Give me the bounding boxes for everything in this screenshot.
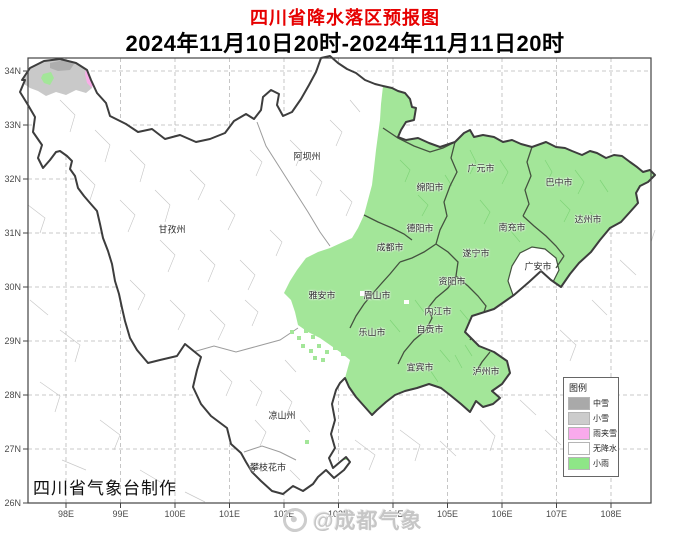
lat-tick-label: 29N bbox=[4, 336, 21, 346]
prefecture-lines-west bbox=[192, 121, 331, 461]
watermark: @成都气象 bbox=[280, 505, 423, 535]
legend-color-chip bbox=[568, 427, 590, 440]
city-label: 巴中市 bbox=[545, 177, 573, 188]
legend-item: 雨夹雪 bbox=[568, 427, 617, 440]
lon-tick-label: 105E bbox=[436, 509, 459, 519]
lon-tick-label: 101E bbox=[218, 509, 241, 519]
legend-item-label: 无降水 bbox=[593, 444, 617, 453]
city-label: 成都市 bbox=[376, 242, 404, 253]
rain-speckles bbox=[290, 322, 349, 460]
legend-item-label: 小雨 bbox=[593, 459, 609, 468]
legend-item-label: 雨夹雪 bbox=[593, 429, 617, 438]
city-label: 遂宁市 bbox=[462, 248, 490, 259]
legend-title: 图例 bbox=[569, 383, 588, 393]
county-lines-west bbox=[59, 99, 361, 481]
lat-tick-label: 26N bbox=[4, 498, 21, 508]
legend-color-chip bbox=[568, 442, 590, 455]
page-title: 四川省降水落区预报图 bbox=[250, 8, 440, 28]
city-label: 乐山市 bbox=[358, 327, 386, 338]
lat-tick-label: 31N bbox=[4, 228, 21, 238]
lon-tick-label: 108E bbox=[600, 509, 622, 519]
moderate-snow-patch bbox=[50, 60, 74, 71]
legend-item-label: 中雪 bbox=[593, 399, 609, 408]
legend-color-chip bbox=[568, 412, 590, 425]
lon-tick-label: 99E bbox=[112, 509, 129, 519]
city-label: 甘孜州 bbox=[158, 224, 186, 235]
city-label: 绵阳市 bbox=[416, 182, 444, 193]
city-label: 攀枝花市 bbox=[249, 462, 287, 473]
city-label: 广元市 bbox=[467, 163, 495, 174]
legend-item: 无降水 bbox=[568, 442, 617, 455]
city-label: 资阳市 bbox=[438, 276, 466, 287]
lon-tick-label: 107E bbox=[545, 509, 568, 519]
lat-tick-label: 27N bbox=[4, 444, 21, 454]
city-label: 南充市 bbox=[498, 222, 526, 233]
city-label: 达州市 bbox=[574, 214, 602, 225]
map-frame bbox=[27, 57, 652, 504]
producer-credit: 四川省气象台制作 bbox=[33, 479, 177, 498]
legend-item-label: 小雪 bbox=[593, 414, 609, 423]
rain-speck-nw bbox=[41, 72, 54, 85]
valid-period: 2024年11月10日20时-2024年11月11日20时 bbox=[125, 31, 565, 56]
lon-tick-label: 103E bbox=[327, 509, 350, 519]
lat-tick-label: 33N bbox=[4, 120, 21, 130]
city-label: 德阳市 bbox=[406, 223, 434, 234]
lon-tick-label: 100E bbox=[164, 509, 186, 519]
city-label: 宜宾市 bbox=[406, 362, 434, 373]
city-label: 广安市 bbox=[524, 261, 552, 272]
neighbour-boundaries bbox=[27, 197, 656, 503]
legend-item: 小雨 bbox=[568, 457, 615, 470]
lat-tick-label: 28N bbox=[4, 390, 21, 400]
legend-color-chip bbox=[568, 397, 590, 410]
legend-item: 小雪 bbox=[568, 412, 615, 425]
city-label: 泸州市 bbox=[472, 366, 500, 377]
city-label: 内江市 bbox=[424, 306, 452, 317]
weibo-icon bbox=[280, 505, 310, 535]
lat-tick-label: 30N bbox=[4, 282, 21, 292]
lat-tick-label: 34N bbox=[4, 66, 21, 76]
county-lines-east bbox=[389, 149, 609, 383]
lon-tick-label: 98E bbox=[57, 509, 75, 519]
city-label: 自贡市 bbox=[416, 324, 444, 335]
city-label: 凉山州 bbox=[268, 410, 296, 421]
legend-color-chip bbox=[568, 457, 590, 470]
legend-item: 中雪 bbox=[568, 397, 615, 410]
watermark-text: @成都气象 bbox=[313, 510, 423, 533]
axis-ticks bbox=[23, 70, 612, 508]
city-label: 眉山市 bbox=[363, 290, 391, 301]
light-rain-area bbox=[284, 86, 655, 460]
lon-tick-label: 104E bbox=[382, 509, 404, 519]
lat-tick-label: 32N bbox=[4, 174, 21, 184]
legend: 图例 中雪小雪雨夹雪无降水小雨 bbox=[563, 377, 619, 477]
city-label: 阿坝州 bbox=[293, 151, 321, 162]
lon-tick-label: 106E bbox=[491, 509, 513, 519]
city-label: 雅安市 bbox=[308, 290, 336, 301]
prefecture-lines-east bbox=[349, 127, 565, 373]
